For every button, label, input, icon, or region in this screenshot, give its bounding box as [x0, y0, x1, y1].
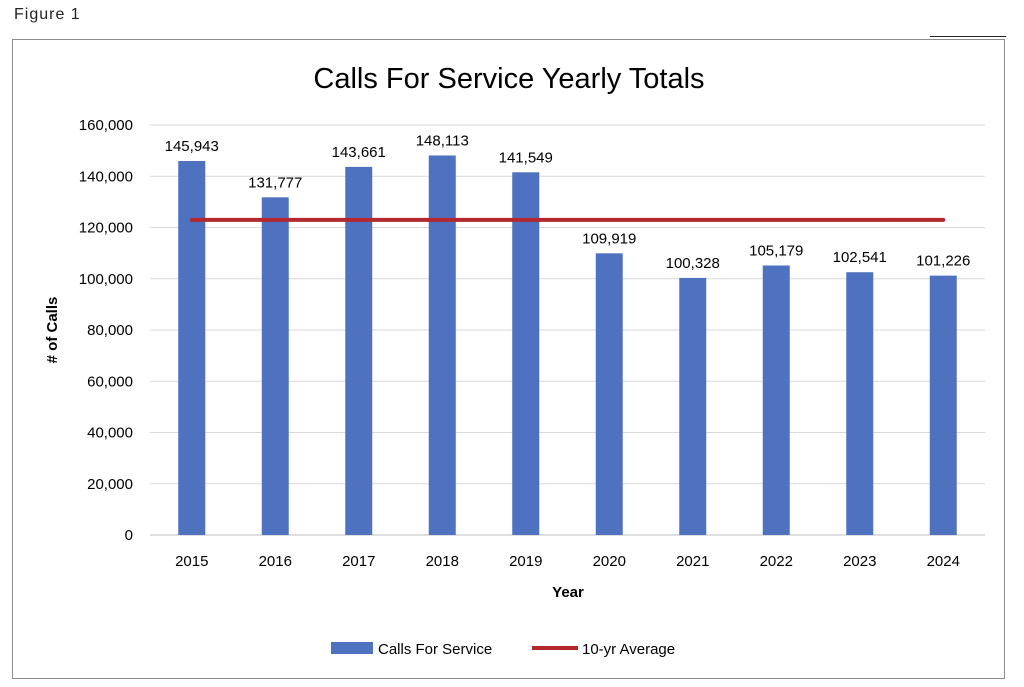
y-tick-label: 20,000 [87, 476, 133, 493]
bar [428, 155, 456, 535]
y-tick-label: 100,000 [79, 271, 133, 288]
x-tick-label: 2019 [509, 553, 542, 570]
y-tick-label: 80,000 [87, 322, 133, 339]
legend-label-calls: Calls For Service [378, 641, 492, 658]
data-label: 105,179 [749, 242, 803, 259]
y-axis-title: # of Calls [44, 297, 61, 364]
x-tick-label: 2018 [426, 553, 459, 570]
bar [261, 197, 289, 535]
data-labels: 145,943 131,777 143,661 148,113 141,549 109,9… [165, 132, 971, 271]
y-tick-label: 120,000 [79, 220, 133, 237]
gridlines [150, 124, 985, 536]
x-tick-label: 2015 [175, 553, 208, 570]
data-label: 148,113 [416, 132, 469, 149]
y-axis-ticks: 0 20,000 40,000 60,000 80,000 100,000 120,000 1… [79, 117, 133, 544]
data-label: 102,541 [833, 249, 887, 266]
data-label: 145,943 [165, 138, 219, 155]
data-label: 141,549 [499, 149, 553, 166]
data-label: 100,328 [666, 255, 720, 272]
data-label: 101,226 [916, 253, 970, 270]
x-tick-label: 2023 [843, 553, 876, 570]
chart-frame [12, 39, 1005, 679]
data-label: 131,777 [248, 174, 302, 191]
chart-title: Calls For Service Yearly Totals [313, 63, 704, 95]
x-tick-label: 2017 [342, 553, 375, 570]
bar [679, 277, 707, 535]
legend-swatch-calls [331, 642, 373, 654]
x-tick-label: 2021 [676, 553, 709, 570]
x-tick-label: 2022 [760, 553, 793, 570]
y-tick-label: 0 [125, 527, 133, 544]
x-axis-title: Year [552, 584, 584, 601]
y-tick-label: 140,000 [79, 168, 133, 185]
bar [762, 265, 790, 535]
top-rule [930, 36, 1006, 37]
bar [929, 275, 957, 535]
y-tick-label: 40,000 [87, 425, 133, 442]
data-label: 143,661 [332, 144, 386, 161]
bar-series [178, 155, 957, 535]
legend: Calls For Service 10-yr Average [331, 641, 675, 658]
figure-label: Figure 1 [14, 6, 81, 23]
y-tick-label: 60,000 [87, 373, 133, 390]
bar [345, 166, 373, 535]
data-label: 109,919 [582, 230, 636, 247]
legend-label-average: 10-yr Average [582, 641, 675, 658]
bar [512, 172, 540, 535]
bar [178, 161, 206, 535]
y-tick-label: 160,000 [79, 117, 133, 134]
x-tick-label: 2020 [593, 553, 626, 570]
bar [846, 272, 874, 535]
bar [595, 253, 623, 535]
x-tick-label: 2016 [259, 553, 292, 570]
x-axis-ticks: 2015 2016 2017 2018 2019 2020 2021 2022 2023 2024 [175, 553, 960, 570]
x-tick-label: 2024 [927, 553, 960, 570]
